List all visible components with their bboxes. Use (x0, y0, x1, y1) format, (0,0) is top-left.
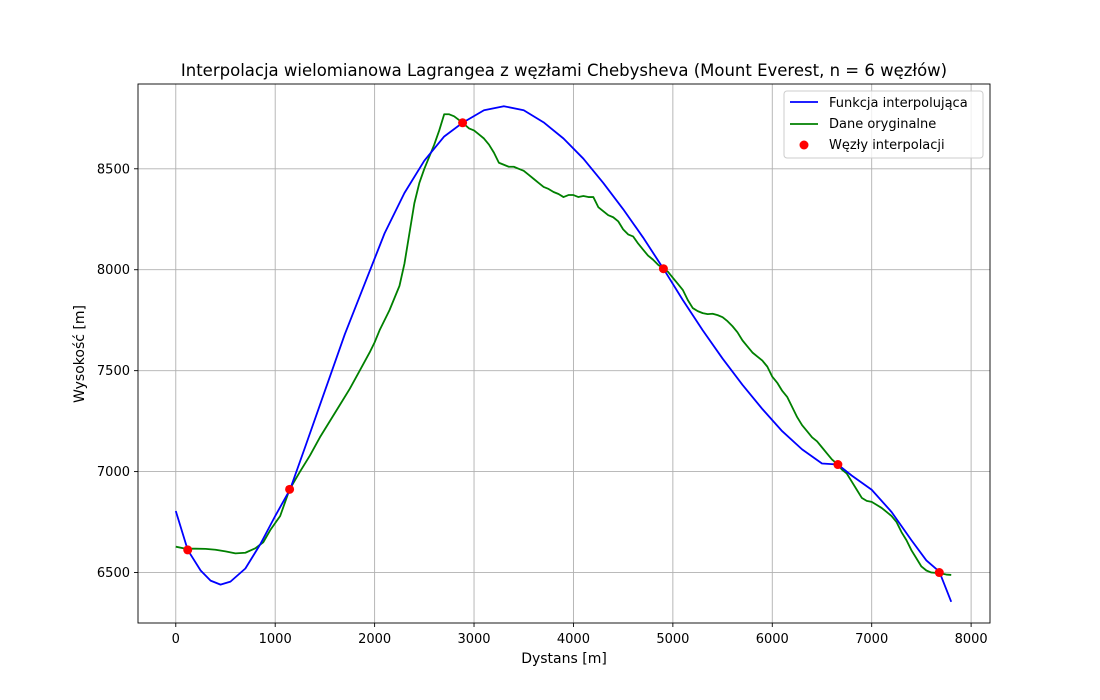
x-tick-label: 2000 (358, 632, 391, 647)
x-tick-label: 4000 (557, 632, 590, 647)
legend: Funkcja interpolująca Dane oryginalne Wę… (783, 90, 984, 159)
axis-ticks: 0 1000 2000 3000 4000 5000 6000 7000 8000 6500 700… (97, 162, 988, 647)
legend-label-original: Dane oryginalne (829, 117, 936, 132)
y-axis-label: Wysokość [m] (72, 305, 88, 403)
y-tick-label: 8500 (97, 162, 130, 177)
y-tick-label: 7000 (97, 465, 130, 480)
interpolation-node-point (183, 545, 193, 555)
series-layer (174, 105, 953, 603)
interpolation-node-point (458, 118, 468, 128)
x-tick-label: 0 (172, 632, 180, 647)
x-tick-label: 7000 (855, 632, 888, 647)
y-tick-label: 6500 (97, 566, 130, 581)
y-tick-label: 8000 (97, 263, 130, 278)
x-tick-label: 1000 (259, 632, 292, 647)
interpolation-node-point (658, 264, 668, 274)
x-tick-label: 6000 (756, 632, 789, 647)
series-line-interpolating-function (174, 105, 953, 603)
plot-frame (137, 83, 991, 624)
legend-label-interpolating: Funkcja interpolująca (829, 96, 968, 111)
legend-label-nodes: Węzły interpolacji (829, 138, 945, 153)
interpolation-node-point (833, 460, 843, 470)
legend-swatch-nodes (799, 140, 809, 150)
legend-box (783, 90, 984, 159)
x-tick-label: 5000 (656, 632, 689, 647)
y-tick-label: 7500 (97, 364, 130, 379)
plot-series (174, 105, 953, 603)
x-tick-label: 3000 (457, 632, 490, 647)
interpolation-node-point (934, 568, 944, 578)
x-tick-label: 8000 (955, 632, 988, 647)
interpolation-node-point (285, 484, 295, 494)
chart-title: Interpolacja wielomianowa Lagrangea z wę… (181, 61, 947, 80)
x-axis-label: Dystans [m] (521, 651, 607, 667)
